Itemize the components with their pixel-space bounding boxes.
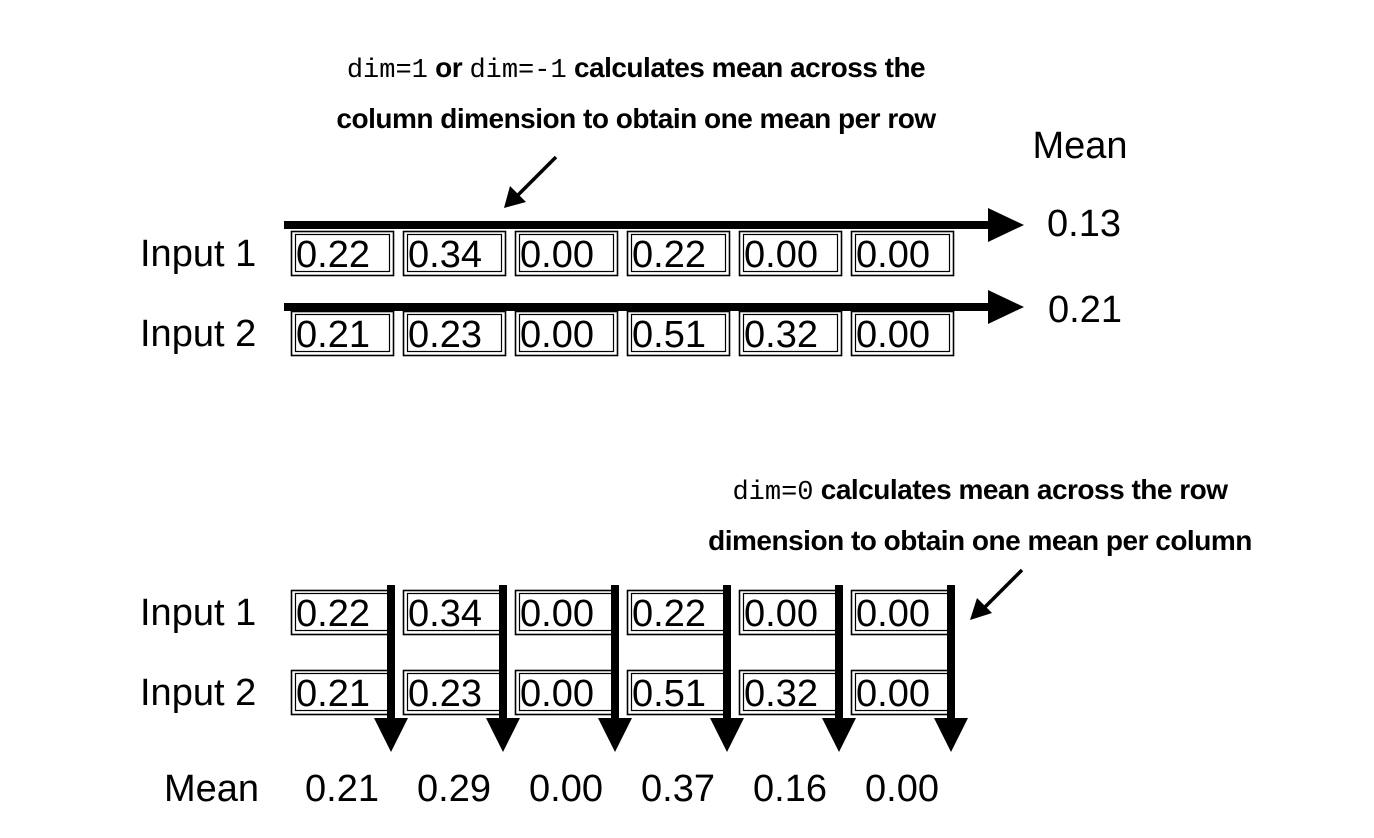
bottom-tensor-cell-value: 0.32: [744, 673, 818, 715]
top-tensor-cell-inner: [854, 313, 951, 353]
top-tensor-cell-inner: [406, 313, 503, 353]
row-mean-arrow-shaft: [284, 221, 990, 229]
row-mean-arrow-head: [988, 208, 1024, 242]
top-tensor-cell-outer: [738, 230, 843, 277]
bottom-tensor-cell-value: 0.00: [856, 673, 930, 715]
bottom-tensor-cell-value: 0.21: [296, 673, 370, 715]
or-word: or: [435, 52, 463, 83]
top-tensor-cell-inner: [294, 313, 391, 353]
annotation-pointer-head: [504, 186, 526, 208]
bottom-tensor-cell-value: 0.00: [744, 593, 818, 635]
top-tensor-cell-value: 0.00: [520, 234, 594, 276]
column-mean-value: 0.00: [865, 768, 939, 810]
row-mean-annotation-text-1: calculates mean across the: [573, 52, 926, 83]
row-mean-annotation-line-2: column dimension to obtain one mean per …: [336, 103, 936, 134]
column-mean-value: 0.37: [641, 768, 715, 810]
bottom-tensor-cell-value: 0.00: [856, 593, 930, 635]
column-mean-value: 0.16: [753, 768, 827, 810]
bottom-tensor-cell-value: 0.23: [408, 673, 482, 715]
column-mean-annotation: dim=0 calculates mean across the row dim…: [660, 466, 1300, 565]
column-mean-arrow-shaft: [835, 585, 843, 720]
dim-1-code: dim=1: [346, 56, 428, 86]
top-tensor-cell-value: 0.21: [296, 314, 370, 356]
top-tensor-cell-outer: [402, 230, 507, 277]
column-mean-arrow-head: [374, 718, 408, 752]
column-mean-annotation-line-2: dimension to obtain one mean per column: [708, 525, 1252, 556]
top-row-label: Input 2: [140, 313, 256, 355]
column-mean-arrow-shaft: [387, 585, 395, 720]
dim-minus-1-code: dim=-1: [469, 56, 567, 86]
top-tensor-cell-inner: [518, 313, 615, 353]
top-tensor-cell-outer: [850, 310, 955, 357]
annotation-pointer-line: [982, 568, 1024, 610]
row-mean-arrow-shaft: [284, 303, 990, 311]
column-mean-arrow-shaft: [947, 585, 955, 720]
top-tensor-cell-value: 0.00: [856, 234, 930, 276]
column-mean-row-label: Mean: [164, 768, 259, 810]
row-mean-arrow-head: [988, 290, 1024, 324]
dim-0-code: dim=0: [732, 478, 814, 508]
column-mean-value: 0.21: [305, 768, 379, 810]
column-mean-value: 0.00: [529, 768, 603, 810]
top-tensor-cell-inner: [742, 313, 839, 353]
column-mean-arrow-head: [822, 718, 856, 752]
top-tensor-cell-value: 0.51: [632, 314, 706, 356]
bottom-tensor-cell-value: 0.22: [296, 593, 370, 635]
column-mean-arrow-shaft: [499, 585, 507, 720]
bottom-tensor-cell-value: 0.51: [632, 673, 706, 715]
column-mean-value: 0.29: [417, 768, 491, 810]
top-tensor-cell-inner: [518, 233, 615, 273]
bottom-tensor-cell-value: 0.00: [520, 593, 594, 635]
annotation-pointer-head: [970, 598, 992, 620]
top-tensor-cell-inner: [294, 233, 391, 273]
top-tensor-cell-outer: [850, 230, 955, 277]
top-tensor-cell-inner: [742, 233, 839, 273]
column-mean-arrow-shaft: [611, 585, 619, 720]
row-mean-value: 0.21: [1048, 289, 1122, 331]
row-mean-header: Mean: [1032, 125, 1127, 167]
top-tensor-cell-inner: [630, 313, 727, 353]
row-mean-annotation: dim=1 or dim=-1 calculates mean across t…: [286, 44, 986, 143]
top-tensor-cell-value: 0.23: [408, 314, 482, 356]
top-tensor-cell-inner: [854, 233, 951, 273]
bottom-row-label: Input 2: [140, 672, 256, 714]
top-tensor-cell-value: 0.00: [856, 314, 930, 356]
top-tensor-cell-value: 0.00: [520, 314, 594, 356]
bottom-tensor-cell-value: 0.22: [632, 593, 706, 635]
column-mean-annotation-text-1: calculates mean across the row: [820, 474, 1228, 505]
annotation-pointer-line: [514, 155, 558, 199]
row-mean-value: 0.13: [1047, 203, 1121, 245]
column-mean-annotation-line-1: dim=0 calculates mean across the row: [660, 466, 1300, 517]
top-tensor-cell-outer: [514, 230, 619, 277]
bottom-tensor-cell-value: 0.34: [408, 593, 482, 635]
top-tensor-cell-inner: [406, 233, 503, 273]
top-tensor-cell-value: 0.22: [632, 234, 706, 276]
column-mean-arrow-shaft: [723, 585, 731, 720]
top-tensor-cell-outer: [738, 310, 843, 357]
top-tensor-cell-outer: [626, 310, 731, 357]
top-tensor-cell-outer: [290, 310, 395, 357]
top-tensor-cell-outer: [402, 310, 507, 357]
column-mean-arrow-head: [710, 718, 744, 752]
column-mean-arrow-head: [486, 718, 520, 752]
top-tensor-cell-outer: [626, 230, 731, 277]
column-mean-arrow-head: [934, 718, 968, 752]
top-tensor-cell-outer: [514, 310, 619, 357]
top-tensor-cell-value: 0.00: [744, 234, 818, 276]
bottom-row-label: Input 1: [140, 592, 256, 634]
top-tensor-cell-inner: [630, 233, 727, 273]
top-tensor-cell-value: 0.22: [296, 234, 370, 276]
top-tensor-cell-value: 0.32: [744, 314, 818, 356]
row-mean-annotation-line-1: dim=1 or dim=-1 calculates mean across t…: [286, 44, 986, 95]
top-tensor-cell-outer: [290, 230, 395, 277]
top-row-label: Input 1: [140, 233, 256, 275]
column-mean-arrow-head: [598, 718, 632, 752]
top-tensor-cell-value: 0.34: [408, 234, 482, 276]
bottom-tensor-cell-value: 0.00: [520, 673, 594, 715]
